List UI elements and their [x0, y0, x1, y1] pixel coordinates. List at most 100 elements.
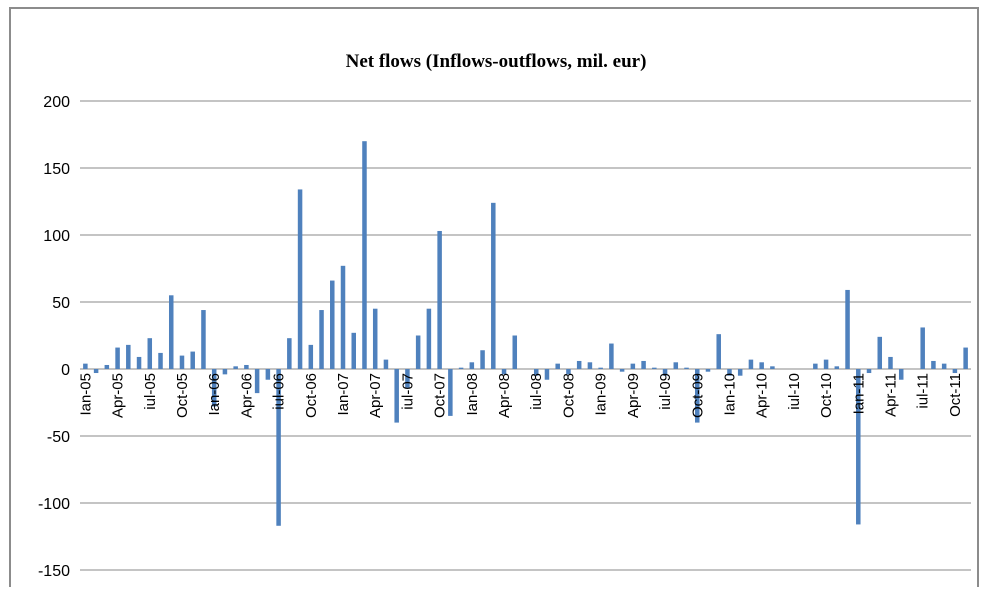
- bar: [405, 369, 410, 388]
- y-tick-label: -150: [38, 563, 70, 580]
- x-tick-label: Oct-10: [818, 373, 835, 418]
- bar: [458, 367, 464, 369]
- bar: [469, 362, 475, 369]
- bar: [888, 356, 893, 369]
- y-tick-label: 100: [43, 228, 70, 245]
- bar: [501, 369, 507, 375]
- x-tick-label: Ian-08: [464, 373, 481, 416]
- chart-frame: Net flows (Inflows-outflows, mil. eur) 2…: [9, 7, 979, 587]
- bar: [845, 289, 850, 369]
- bar: [415, 335, 421, 369]
- x-tick-label: iul-11: [915, 373, 932, 409]
- bar: [340, 265, 346, 369]
- bar: [394, 369, 399, 423]
- bar: [168, 295, 174, 369]
- bar: [695, 369, 700, 423]
- y-axis-tick-labels: 200 150 100 50 0 -50 -100 -150: [38, 94, 70, 580]
- bar: [83, 363, 88, 369]
- x-tick-label: iul-06: [271, 373, 288, 410]
- bar: [319, 310, 324, 369]
- bar: [748, 359, 754, 369]
- x-tick-label: Oct-11: [947, 373, 964, 417]
- x-tick-label: Ian-07: [335, 373, 352, 416]
- bar: [856, 369, 861, 525]
- x-tick-label: Apr-10: [754, 373, 771, 418]
- x-tick-label: Oct-09: [689, 373, 706, 418]
- bar: [834, 366, 840, 369]
- bar: [823, 359, 829, 369]
- x-tick-label: Apr-05: [110, 373, 127, 418]
- bar: [211, 369, 217, 407]
- bar: [641, 360, 646, 369]
- net-flows-chart: Net flows (Inflows-outflows, mil. eur) 2…: [38, 51, 971, 580]
- y-tick-label: 200: [43, 94, 70, 111]
- x-tick-label: Apr-08: [496, 373, 513, 418]
- bar: [544, 369, 550, 380]
- bar: [609, 343, 614, 369]
- bar: [426, 308, 432, 369]
- bar: [437, 230, 442, 369]
- bar: [158, 352, 163, 369]
- bar: [716, 334, 721, 369]
- x-tick-label: iul-08: [528, 373, 545, 410]
- bar: [866, 369, 872, 374]
- y-tick-label: -50: [47, 429, 70, 446]
- bar: [115, 347, 120, 369]
- y-tick-label: -100: [38, 496, 70, 513]
- bar: [383, 359, 389, 369]
- bar: [201, 310, 206, 369]
- bar: [244, 364, 249, 369]
- bar: [619, 369, 625, 372]
- bar: [287, 338, 292, 369]
- bar: [179, 355, 185, 369]
- bar: [491, 202, 496, 369]
- bar: [512, 335, 518, 369]
- bar: [566, 369, 571, 375]
- bar: [448, 369, 453, 416]
- bar: [813, 363, 818, 369]
- bar: [362, 141, 367, 369]
- bar: [147, 338, 153, 369]
- bar: [533, 369, 539, 376]
- bar: [898, 369, 904, 380]
- bar: [233, 366, 238, 369]
- bar: [93, 369, 99, 374]
- bar: [737, 369, 743, 376]
- bar: [673, 362, 679, 369]
- bar: [630, 363, 636, 369]
- chart-title: Net flows (Inflows-outflows, mil. eur): [346, 51, 647, 72]
- x-axis-tick-labels: Ian-05 Apr-05 iul-05 Oct-05 Ian-06 Apr-06 iul-…: [77, 373, 964, 418]
- x-tick-label: iul-07: [399, 373, 416, 410]
- x-tick-label: Ian-09: [593, 373, 610, 416]
- bar: [652, 367, 657, 369]
- bar: [265, 369, 271, 380]
- bar: [952, 369, 958, 374]
- bar: [190, 351, 195, 369]
- bar: [598, 367, 603, 369]
- bar: [351, 332, 356, 369]
- bar: [104, 364, 110, 369]
- bar: [372, 308, 378, 369]
- x-tick-label: Oct-07: [432, 373, 449, 418]
- bar: [222, 369, 228, 375]
- bar: [330, 280, 335, 369]
- x-tick-label: iul-05: [142, 373, 159, 410]
- x-tick-label: Ian-10: [721, 373, 738, 416]
- bar: [727, 369, 732, 376]
- bar: [136, 356, 142, 369]
- bar: [276, 369, 281, 526]
- x-tick-label: Apr-07: [367, 373, 384, 418]
- bar: [931, 360, 936, 369]
- bars: [83, 141, 968, 526]
- bar: [759, 362, 764, 369]
- x-tick-label: Ian-06: [206, 373, 223, 416]
- x-tick-label: Apr-11: [882, 373, 899, 417]
- x-tick-label: Oct-05: [174, 373, 191, 418]
- bar: [480, 350, 485, 369]
- x-tick-label: Apr-06: [238, 373, 255, 418]
- x-tick-label: Oct-08: [560, 373, 577, 418]
- y-tick-label: 0: [61, 362, 70, 379]
- bar: [941, 363, 947, 369]
- x-tick-label: iul-10: [786, 373, 803, 410]
- x-tick-label: Apr-09: [625, 373, 642, 418]
